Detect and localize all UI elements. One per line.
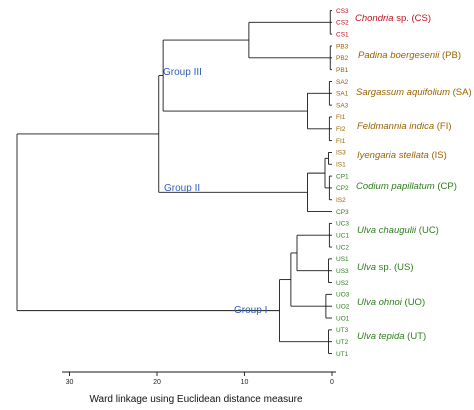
x-axis-label: Ward linkage using Euclidean distance me… xyxy=(89,394,303,405)
x-axis-ticks: 30 20 10 0 xyxy=(66,372,334,386)
cluster-label: Iyengaria stellata (IS) xyxy=(357,150,447,161)
cluster-label: Sargassum aquifolium (SA) xyxy=(356,87,472,98)
species-name: Sargassum aquifolium xyxy=(356,87,450,98)
species-code: (SA) xyxy=(450,87,472,98)
cluster-label: Codium papillatum (CP) xyxy=(356,181,457,192)
species-name: Ulva xyxy=(357,262,376,273)
leaf-label: UO1 xyxy=(336,315,350,322)
leaf-label: UC3 xyxy=(336,221,349,228)
cluster-label: Chondria sp. (CS) xyxy=(355,13,431,24)
leaf-label: UC2 xyxy=(336,244,349,251)
group-labels: Group III Group II Group I xyxy=(163,67,267,316)
species-name: Padina boergesenii xyxy=(358,50,440,61)
leaf-label: SA3 xyxy=(336,102,349,109)
cluster-label: Ulva ohnoi (UO) xyxy=(357,297,425,308)
leaf-labels: CS3 CS2 CS1 PB3 PB2 PB1 SA2 SA1 SA3 FI1 FI2 FI1 IS3 I… xyxy=(336,8,350,358)
x-axis-tick-label: 20 xyxy=(153,379,161,386)
species-code: sp. (CS) xyxy=(394,13,431,24)
species-code: (UT) xyxy=(405,331,427,342)
species-name: Iyengaria stellata xyxy=(357,150,429,161)
species-code: (UO) xyxy=(402,297,425,308)
cluster-labels: Chondria sp. (CS) Padina boergesenii (PB)… xyxy=(355,13,472,342)
cluster-label: Ulva sp. (US) xyxy=(357,262,414,273)
leaf-label: FI1 xyxy=(336,114,346,121)
x-axis-tick-label: 0 xyxy=(330,379,334,386)
cluster-label: Ulva chaugulii (UC) xyxy=(357,225,439,236)
species-name: Ulva chaugulii xyxy=(357,225,417,236)
leaf-label: IS1 xyxy=(336,162,346,169)
x-axis-tick-label: 10 xyxy=(241,379,249,386)
species-name: Ulva tepida xyxy=(357,331,405,342)
species-name: Ulva ohnoi xyxy=(357,297,403,308)
leaf-label: FI2 xyxy=(336,126,346,133)
leaf-label: US2 xyxy=(336,280,349,287)
species-code: (PB) xyxy=(439,50,461,61)
leaf-label: CP2 xyxy=(336,185,349,192)
leaf-label: CS1 xyxy=(336,31,349,38)
leaf-label: CS3 xyxy=(336,8,349,15)
leaf-label: CS2 xyxy=(336,20,349,27)
leaf-label: IS2 xyxy=(336,197,346,204)
cluster-label: Ulva tepida (UT) xyxy=(357,331,426,342)
species-code: (UC) xyxy=(416,225,439,236)
species-code: (FI) xyxy=(434,121,451,132)
species-name: Feldmannia indica xyxy=(357,121,434,132)
species-name: Chondria xyxy=(355,13,394,24)
leaf-label: UT1 xyxy=(336,351,349,358)
leaf-label: PB2 xyxy=(336,55,349,62)
group-label-i: Group I xyxy=(234,305,267,316)
cluster-label: Feldmannia indica (FI) xyxy=(357,121,452,132)
species-code: (IS) xyxy=(429,150,447,161)
group-label-iii: Group III xyxy=(163,67,202,78)
leaf-label: FI1 xyxy=(336,138,346,145)
species-code: sp. (US) xyxy=(376,262,413,273)
leaf-label: UC1 xyxy=(336,233,349,240)
cluster-label: Padina boergesenii (PB) xyxy=(358,50,461,61)
leaf-label: UT3 xyxy=(336,327,349,334)
leaf-label: PB1 xyxy=(336,67,349,74)
x-axis: 30 20 10 0 Ward linkage using Euclidean dis… xyxy=(62,371,336,405)
leaf-label: US3 xyxy=(336,268,349,275)
leaf-label: UO2 xyxy=(336,303,350,310)
leaf-label: PB3 xyxy=(336,43,349,50)
species-code: (CP) xyxy=(435,181,457,192)
dendrogram-branches xyxy=(16,10,332,354)
leaf-label: IS3 xyxy=(336,150,346,157)
leaf-label: UT2 xyxy=(336,339,349,346)
leaf-label: US1 xyxy=(336,256,349,263)
leaf-label: CP1 xyxy=(336,173,349,180)
x-axis-tick-label: 30 xyxy=(66,379,74,386)
leaf-label: UO3 xyxy=(336,292,350,299)
species-name: Codium papillatum xyxy=(356,181,435,192)
leaf-label: CP3 xyxy=(336,209,349,216)
group-label-ii: Group II xyxy=(164,183,200,194)
leaf-label: SA2 xyxy=(336,79,349,86)
leaf-label: SA1 xyxy=(336,91,349,98)
